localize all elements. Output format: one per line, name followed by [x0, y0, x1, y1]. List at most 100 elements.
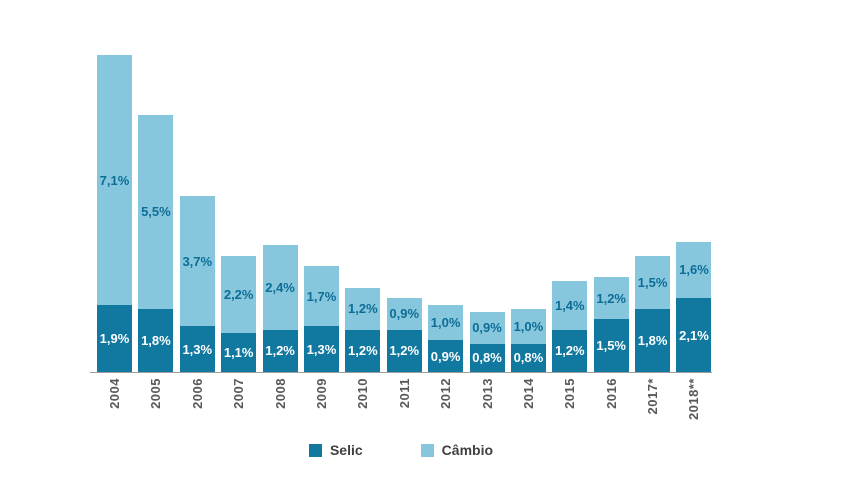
value-label: 1,2% [265, 343, 295, 359]
segment-selic: 1,3% [179, 326, 215, 372]
value-label: 0,9% [389, 306, 420, 322]
bar-2013: 0,9% 0,8% [469, 312, 505, 372]
segment-cambio: 0,9% [386, 298, 422, 330]
segment-cambio: 1,4% [552, 280, 588, 330]
value-label: 1,9% [99, 331, 130, 347]
x-tick-cell: 2009 [304, 378, 339, 440]
segment-selic: 0,8% [469, 343, 505, 372]
value-label: 2,4% [265, 280, 295, 296]
segment-selic: 1,8% [635, 308, 671, 372]
value-label: 1,0% [430, 315, 461, 331]
value-label: 3,7% [182, 253, 213, 269]
bars-container: 7,1% 1,9% 5,5% 1,8% 3,7% 1,3% 2,2% 1,1% 2,4% 1,2%… [97, 55, 712, 372]
x-tick-cell: 2017* [635, 378, 670, 440]
x-tick-label: 2011 [396, 378, 412, 409]
value-label: 1,5% [637, 274, 668, 290]
segment-selic: 1,5% [593, 319, 629, 372]
x-tick-cell: 2015 [552, 378, 587, 440]
segment-selic: 1,2% [552, 329, 588, 372]
value-label: 2,1% [679, 327, 709, 343]
value-label: 1,2% [389, 343, 420, 359]
segment-selic: 0,9% [428, 340, 464, 372]
value-label: 1,0% [513, 318, 544, 334]
x-tick-label: 2004 [107, 378, 122, 409]
legend-label: Câmbio [441, 442, 494, 458]
segment-selic: 1,8% [138, 308, 174, 372]
value-label: 0,9% [472, 320, 502, 336]
segment-cambio: 7,1% [97, 55, 132, 306]
segment-selic: 1,9% [97, 305, 132, 372]
bar-2006: 3,7% 1,3% [179, 196, 215, 372]
value-label: 1,8% [637, 332, 668, 348]
value-label: 2,2% [223, 287, 254, 303]
value-label: 1,6% [679, 262, 709, 278]
value-label: 7,1% [99, 172, 130, 188]
legend-label: Selic [329, 442, 363, 458]
x-tick-label: 2009 [313, 378, 329, 409]
x-tick-label: 2013 [479, 378, 495, 409]
segment-cambio: 1,2% [593, 277, 629, 320]
value-label: 0,8% [513, 350, 544, 366]
x-tick-cell: 2010 [345, 378, 380, 440]
value-label: 1,2% [596, 290, 626, 306]
segment-cambio: 2,4% [262, 245, 298, 330]
x-tick-cell: 2014 [511, 378, 546, 440]
x-tick-label: 2016 [603, 378, 619, 409]
value-label: 5,5% [141, 204, 171, 220]
x-tick-cell: 2013 [470, 378, 505, 440]
x-axis-labels: 2004 2005 2006 2007 2008 2009 2010 2011 2012 2013… [97, 378, 711, 440]
bar-2018: 1,6% 2,1% [676, 241, 712, 372]
x-tick-label: 2007 [231, 378, 247, 409]
legend-swatch [420, 443, 434, 457]
value-label: 1,2% [348, 301, 378, 317]
segment-cambio: 1,6% [676, 241, 712, 299]
value-label: 1,4% [554, 297, 585, 313]
x-tick-cell: 2005 [138, 378, 173, 440]
bar-2008: 2,4% 1,2% [262, 245, 298, 372]
legend-item-cambio: Câmbio [420, 442, 494, 458]
bar-2009: 1,7% 1,3% [303, 266, 339, 372]
x-tick-label: 2008 [272, 378, 288, 409]
bar-2007: 2,2% 1,1% [221, 255, 257, 372]
x-tick-label: 2006 [189, 378, 205, 409]
segment-cambio: 2,2% [221, 255, 257, 334]
bar-2015: 1,4% 1,2% [552, 280, 588, 372]
bar-2016: 1,2% 1,5% [593, 277, 629, 372]
bar-2010: 1,2% 1,2% [345, 287, 381, 372]
x-tick-cell: 2011 [387, 378, 422, 440]
x-tick-cell: 2006 [180, 378, 215, 440]
segment-selic: 1,2% [345, 329, 381, 372]
segment-cambio: 1,7% [303, 266, 339, 327]
segment-cambio: 1,0% [510, 308, 546, 344]
segment-selic: 2,1% [676, 298, 712, 372]
value-label: 1,7% [306, 288, 337, 304]
x-tick-cell: 2007 [221, 378, 256, 440]
segment-cambio: 1,2% [345, 287, 381, 330]
x-axis-line [90, 372, 712, 373]
segment-cambio: 1,0% [428, 305, 464, 341]
x-tick-cell: 2012 [428, 378, 463, 440]
value-label: 0,8% [472, 350, 502, 366]
value-label: 1,8% [141, 332, 171, 348]
segment-selic: 1,2% [386, 329, 422, 372]
value-label: 1,1% [223, 345, 254, 361]
x-tick-cell: 2004 [97, 378, 132, 440]
bar-2004: 7,1% 1,9% [97, 55, 132, 372]
value-label: 1,3% [182, 341, 213, 357]
x-tick-label: 2012 [438, 378, 454, 409]
segment-cambio: 0,9% [469, 312, 505, 344]
bar-2017: 1,5% 1,8% [635, 255, 671, 372]
x-tick-label: 2018** [686, 378, 702, 421]
legend-swatch [308, 443, 322, 457]
x-tick-label: 2017* [645, 378, 661, 415]
value-label: 1,2% [554, 343, 585, 359]
segment-cambio: 3,7% [179, 196, 215, 327]
x-tick-cell: 2016 [594, 378, 629, 440]
segment-selic: 1,3% [303, 326, 339, 372]
segment-cambio: 1,5% [635, 255, 671, 309]
bar-2005: 5,5% 1,8% [138, 115, 174, 372]
segment-cambio: 5,5% [138, 115, 174, 309]
value-label: 1,3% [306, 341, 337, 357]
bar-2014: 1,0% 0,8% [510, 308, 546, 372]
